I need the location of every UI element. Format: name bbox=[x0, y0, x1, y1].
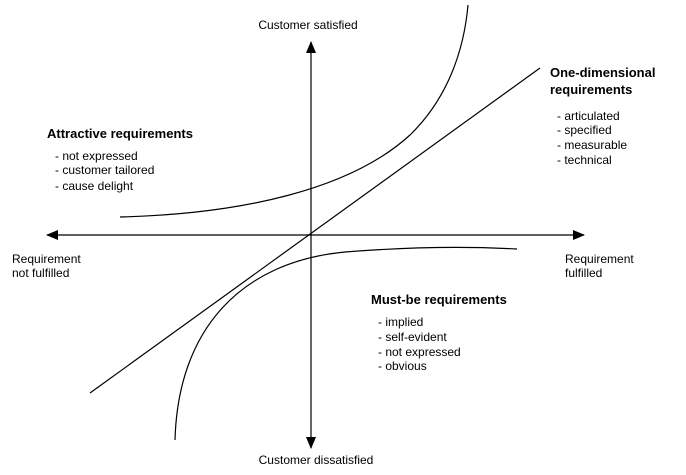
must-be-item: - not expressed bbox=[378, 345, 461, 359]
one-dimensional-item: - measurable bbox=[557, 138, 627, 152]
attractive-item: - not expressed bbox=[55, 149, 138, 163]
must-be-item: - obvious bbox=[378, 359, 427, 373]
must-be-item: - self-evident bbox=[378, 330, 447, 344]
one-dimensional-item: - technical bbox=[557, 153, 612, 167]
must-be-curve bbox=[174, 246, 518, 441]
one-dimensional-title-1: One-dimensional bbox=[550, 65, 655, 80]
attractive-item: - customer tailored bbox=[55, 163, 154, 177]
one-dimensional-line bbox=[89, 67, 541, 394]
axis-label-right-2: fulfilled bbox=[565, 266, 602, 280]
attractive-title: Attractive requirements bbox=[47, 126, 193, 141]
must-be-title: Must-be requirements bbox=[371, 292, 507, 307]
one-dimensional-item: - specified bbox=[557, 123, 612, 137]
one-dimensional-item: - articulated bbox=[557, 109, 620, 123]
must-be-item: - implied bbox=[378, 315, 423, 329]
axis-label-bottom: Customer dissatisfied bbox=[259, 453, 374, 467]
one-dimensional-title-2: requirements bbox=[550, 82, 632, 97]
axis-label-left-2: not fulfilled bbox=[12, 266, 69, 280]
axis-label-top: Customer satisfied bbox=[258, 18, 357, 32]
attractive-item: - cause delight bbox=[55, 179, 134, 193]
axis-label-right-1: Requirement bbox=[565, 252, 634, 266]
axis-label-left-1: Requirement bbox=[12, 252, 81, 266]
attractive-curve bbox=[119, 4, 469, 218]
